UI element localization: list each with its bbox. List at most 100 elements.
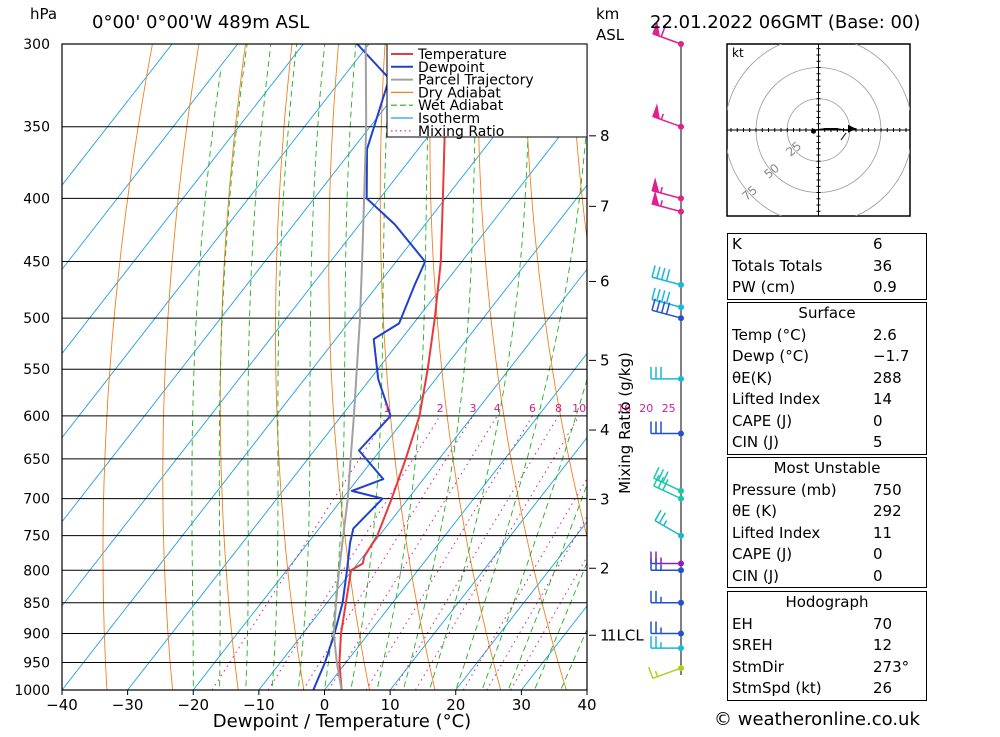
hodograph-stat-label: SREH — [732, 635, 773, 657]
pressure-tick-label: 650 — [23, 452, 50, 468]
indices-panel: K 6 Totals Totals 36 PW (cm) 0.9 — [727, 233, 927, 300]
weatheronline-credit-link[interactable]: © weatheronline.co.uk — [714, 709, 920, 730]
most-unstable-label: Pressure (mb) — [732, 480, 837, 502]
height-unit-label: km — [596, 5, 619, 23]
datetime-title: 22.01.2022 06GMT (Base: 00) — [650, 12, 920, 33]
wind-barb — [652, 266, 684, 288]
wind-barb-half-feather — [661, 187, 663, 193]
mixing-ratio-line — [366, 416, 533, 690]
hodograph-stat-row: StmDir 273° — [728, 657, 926, 679]
pressure-tick-label: 400 — [23, 191, 50, 207]
wet-adiabat-line — [192, 70, 221, 716]
pressure-tick-label: 350 — [23, 120, 50, 136]
wind-barb-feather — [659, 513, 665, 523]
index-value: 36 — [873, 256, 892, 278]
most-unstable-row: CIN (J) 0 — [728, 566, 926, 588]
wind-barb-feather — [649, 667, 653, 678]
mixing-ratio-label: 6 — [529, 402, 536, 415]
surface-label: Lifted Index — [732, 389, 820, 411]
dry-adiabat-line — [276, 0, 309, 716]
pressure-tick-label: 300 — [23, 37, 50, 53]
surface-value: 288 — [873, 368, 902, 390]
wet-adiabat-line — [296, 0, 334, 716]
most-unstable-row: θE (K)292 — [728, 501, 926, 523]
wind-barb — [653, 105, 684, 130]
most-unstable-value: 0 — [873, 566, 883, 588]
wind-barb-shaft — [655, 521, 681, 536]
wind-barb-pennant — [652, 179, 659, 192]
km-tick-label: 8 — [600, 127, 610, 145]
surface-value: 2.6 — [873, 325, 897, 347]
hodograph-stat-row: StmSpd (kt)26 — [728, 678, 926, 700]
pressure-tick-label: 750 — [23, 529, 50, 545]
surface-value: 14 — [873, 389, 892, 411]
wind-barb-feather — [657, 289, 660, 301]
most-unstable-value: 292 — [873, 501, 902, 523]
temperature-tick-label: −20 — [177, 696, 209, 714]
mixing-ratio-line — [511, 416, 669, 690]
pressure-tick-label: 550 — [23, 362, 50, 378]
mixing-ratio-label: 10 — [572, 402, 586, 415]
surface-label: Temp (°C) — [732, 325, 806, 347]
hodograph-units: kt — [732, 46, 744, 60]
most-unstable-value: 11 — [873, 523, 892, 545]
mixing-ratio-line — [394, 416, 559, 690]
mixing-ratio-label: 8 — [555, 402, 562, 415]
x-axis-title: Dewpoint / Temperature (°C) — [213, 711, 471, 732]
hodograph-stat-value: 273° — [873, 657, 909, 679]
hodograph-stat-value: 26 — [873, 678, 892, 700]
wind-barb-feather — [662, 268, 665, 280]
surface-label: CIN (J) — [732, 432, 779, 454]
km-tick-label: 6 — [600, 272, 610, 290]
pressure-tick-label: 600 — [23, 409, 50, 425]
wind-barb-feather — [657, 267, 660, 279]
hodograph-stat-label: StmDir — [732, 657, 784, 679]
most-unstable-label: CIN (J) — [732, 566, 779, 588]
wind-barb — [654, 467, 684, 494]
index-value: 6 — [873, 234, 883, 256]
mixing-ratio-label: 20 — [639, 402, 653, 415]
wind-barb-half-feather — [661, 114, 663, 120]
wind-barb-pennant — [653, 105, 660, 119]
pressure-tick-label: 900 — [23, 626, 50, 642]
most-unstable-row: CAPE (J)0 — [728, 544, 926, 566]
hodograph-stat-row: SREH 12 — [728, 635, 926, 657]
surface-label: θE(K) — [732, 368, 772, 390]
wind-barb — [651, 367, 684, 382]
pressure-gridlines — [62, 44, 587, 690]
index-label: K — [732, 234, 742, 256]
mixing-ratio-label: 25 — [662, 402, 676, 415]
temperature-tick-label: −30 — [112, 696, 144, 714]
wind-barb — [655, 510, 684, 538]
mixing-ratio-axis-title: Mixing Ratio (g/kg) — [616, 352, 634, 494]
wind-barb — [651, 422, 684, 437]
wind-barb — [651, 636, 684, 651]
dewpoint-profile — [313, 44, 425, 690]
lcl-label: 1LCL — [607, 626, 644, 644]
wind-barb-pennant — [652, 192, 659, 205]
pressure-tick-label: 850 — [23, 596, 50, 612]
most-unstable-label: Lifted Index — [732, 523, 820, 545]
isotherm-line — [0, 0, 363, 716]
index-row: Totals Totals 36 — [728, 256, 926, 278]
dry-adiabat-line — [570, 0, 708, 716]
index-label: PW (cm) — [732, 277, 795, 299]
index-label: Totals Totals — [732, 256, 822, 278]
index-value: 0.9 — [873, 277, 897, 299]
temperature-tick-label: −40 — [46, 696, 78, 714]
pressure-tick-label: 800 — [23, 563, 50, 579]
mixing-ratio-line — [329, 416, 498, 690]
surface-row: Lifted Index 14 — [728, 389, 926, 411]
hodograph-stat-value: 12 — [873, 635, 892, 657]
temperature-tick-label: 30 — [512, 696, 531, 714]
most-unstable-row: Lifted Index 11 — [728, 523, 926, 545]
legend-entry: Mixing Ratio — [418, 124, 504, 140]
isotherm-line — [0, 0, 429, 716]
most-unstable-row: Pressure (mb) 750 — [728, 480, 926, 502]
most-unstable-value: 750 — [873, 480, 902, 502]
surface-row: Dewp (°C)−1.7 — [728, 346, 926, 368]
